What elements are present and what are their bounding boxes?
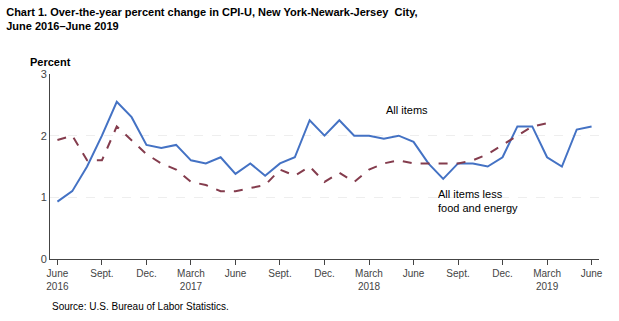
svg-text:Sept.: Sept. [90, 268, 113, 279]
svg-text:June: June [403, 268, 425, 279]
svg-text:Chart 1. Over-the-year percent: Chart 1. Over-the-year percent change in… [6, 6, 417, 32]
svg-text:Sept.: Sept. [446, 268, 469, 279]
svg-text:Source: U.S. Bureau of Labor S: Source: U.S. Bureau of Labor Statistics. [52, 301, 229, 312]
svg-text:All items: All items [386, 104, 428, 116]
svg-text:2: 2 [41, 130, 47, 142]
svg-text:Percent: Percent [30, 56, 71, 68]
svg-text:June: June [581, 268, 603, 279]
svg-text:1: 1 [41, 191, 47, 203]
svg-text:June2016: June2016 [46, 268, 69, 292]
svg-text:Sept.: Sept. [268, 268, 291, 279]
svg-text:March2019: March2019 [533, 268, 561, 292]
svg-text:Dec.: Dec. [314, 268, 335, 279]
svg-text:March2018: March2018 [355, 268, 383, 292]
svg-text:Dec.: Dec. [136, 268, 157, 279]
svg-text:All items lessfood and energy: All items lessfood and energy [438, 188, 518, 214]
svg-text:March2017: March2017 [177, 268, 205, 292]
svg-text:0: 0 [41, 253, 47, 265]
svg-text:3: 3 [41, 68, 47, 80]
svg-text:June: June [225, 268, 247, 279]
svg-text:Dec.: Dec. [492, 268, 513, 279]
